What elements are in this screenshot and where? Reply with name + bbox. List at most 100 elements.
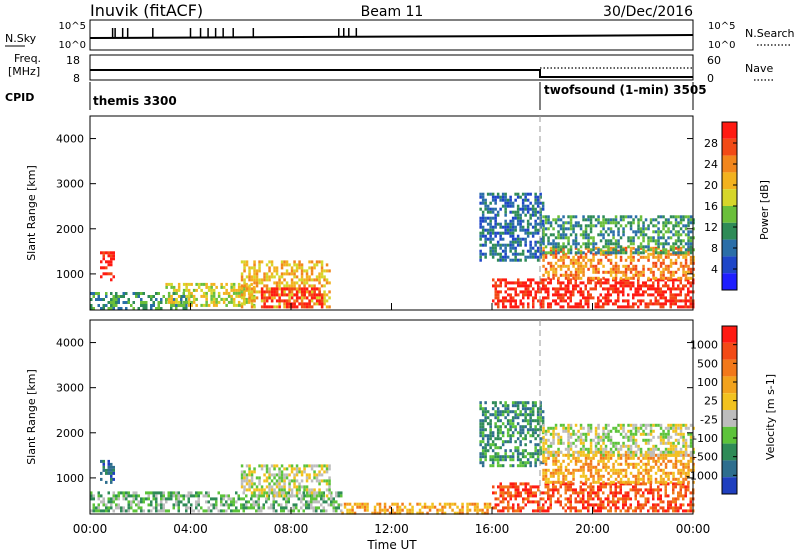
power-echo-cell [514,216,517,220]
power-echo-cell [514,198,517,202]
velocity-echo-cell [524,437,527,441]
power-echo-cell [567,221,570,225]
velocity-echo-cell [692,435,695,439]
power-echo-cell [554,302,557,306]
power-echo-cell [679,221,683,225]
velocity-echo-cell [679,447,683,451]
velocity-echo-cell [612,503,615,507]
power-echo-cell [263,305,266,309]
velocity-echo-cell [559,480,563,484]
velocity-echo-cell [481,419,485,423]
power-echo-cell [250,293,254,297]
power-echo-cell [270,272,274,276]
power-echo-cell [629,239,633,243]
velocity-echo-cell [624,435,628,439]
velocity-echo-cell [649,480,653,484]
power-echo-cell [579,290,582,294]
power-echo-cell [300,293,304,297]
power-echo-cell [569,218,573,222]
velocity-echo-cell [664,447,668,451]
power-echo-cell [539,222,542,226]
power-echo-cell [559,233,563,237]
velocity-echo-cell [684,509,687,513]
power-echo-cell [484,252,487,256]
velocity-echo-cell [262,506,265,510]
velocity-echo-cell [534,500,537,504]
power-echo-cell [547,251,550,255]
velocity-echo-cell [308,473,311,477]
power-echo-cell [644,302,647,306]
power-ylabel: Slant Range [km] [25,165,38,261]
velocity-echo-cell [619,423,623,427]
power-echo-cell [481,201,485,205]
power-echo-cell [305,269,309,273]
power-echo-cell [499,299,502,303]
velocity-colorbar-tick-label: -500 [693,451,718,464]
velocity-echo-cell [602,432,605,436]
velocity-echo-cell [659,426,663,430]
power-echo-cell [509,258,512,262]
power-echo-cell [182,300,186,304]
velocity-echo-cell [579,459,583,463]
velocity-echo-cell [504,506,507,510]
power-echo-cell [268,296,271,300]
velocity-echo-cell [559,435,563,439]
power-echo-cell [288,305,291,309]
velocity-echo-cell [584,456,588,460]
velocity-echo-cell [295,485,299,489]
power-echo-cell [250,299,254,303]
power-echo-cell [669,273,673,277]
power-echo-cell [273,269,276,273]
power-echo-cell [617,242,620,246]
power-echo-cell [288,302,291,306]
velocity-echo-cell [554,459,558,463]
power-echo-cell [270,263,274,267]
velocity-echo-cell [667,429,670,433]
power-echo-cell [499,281,502,285]
velocity-echo-cell [599,474,603,478]
power-echo-cell [649,218,653,222]
velocity-echo-cell [599,482,602,486]
power-echo-cell [165,282,168,286]
power-echo-cell [300,266,304,270]
power-echo-cell [689,236,693,240]
velocity-echo-cell [587,456,590,460]
velocity-echo-cell [657,465,660,469]
velocity-echo-cell [496,425,500,429]
velocity-echo-cell [287,497,290,501]
power-echo-cell [544,270,548,274]
power-echo-cell [547,305,550,309]
velocity-echo-cell [564,447,568,451]
velocity-echo-cell [564,491,567,495]
velocity-echo-cell [647,462,650,466]
velocity-echo-cell [351,508,354,512]
power-echo-cell [647,239,650,243]
velocity-echo-cell [398,508,402,512]
power-echo-cell [325,278,329,282]
power-echo-cell [100,251,103,255]
velocity-echo-cell [559,482,562,486]
velocity-echo-cell [584,500,587,504]
power-echo-cell [532,278,535,282]
velocity-echo-cell [255,503,258,507]
power-echo-cell [674,258,678,262]
power-echo-cell [657,239,660,243]
power-echo-cell [587,249,590,253]
velocity-echo-cell [649,423,653,427]
power-echo-cell [557,218,560,222]
velocity-echo-cell [549,426,553,430]
power-echo-cell [567,276,570,280]
velocity-echo-cell [167,494,170,498]
power-echo-cell [497,284,500,288]
velocity-echo-cell [564,482,567,486]
velocity-echo-cell [534,464,537,468]
velocity-echo-cell [262,503,265,507]
velocity-echo-cell [499,458,502,462]
velocity-echo-cell [644,471,648,475]
velocity-echo-cell [501,458,505,462]
power-echo-cell [514,293,517,297]
power-echo-cell [657,258,660,262]
power-echo-cell [554,261,558,265]
power-echo-cell [303,287,306,291]
power-echo-cell [135,295,138,298]
